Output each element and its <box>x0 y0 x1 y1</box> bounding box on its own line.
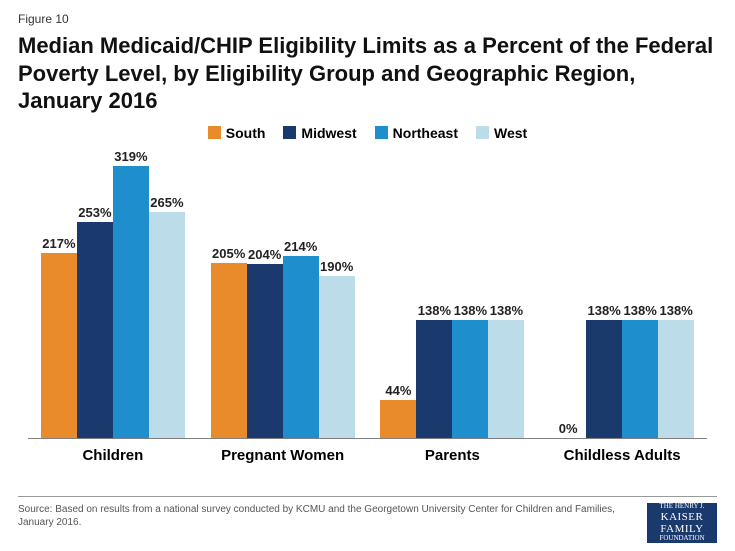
bar-value-label: 253% <box>78 205 111 220</box>
bar-value-label: 138% <box>660 303 693 318</box>
bar-value-label: 190% <box>320 259 353 274</box>
bar-value-label: 217% <box>42 236 75 251</box>
bar-wrap: 214% <box>283 149 319 438</box>
bar-value-label: 205% <box>212 246 245 261</box>
bar <box>247 264 283 437</box>
bar-wrap: 319% <box>113 149 149 438</box>
kff-logo: THE HENRY J. KAISER FAMILY FOUNDATION <box>647 503 717 543</box>
legend: South Midwest Northeast West <box>18 125 717 141</box>
footer: Source: Based on results from a national… <box>18 496 717 543</box>
bar <box>113 166 149 437</box>
legend-label: South <box>226 125 266 141</box>
bar-wrap: 0% <box>550 149 586 438</box>
bar-value-label: 265% <box>150 195 183 210</box>
legend-label: West <box>494 125 527 141</box>
x-axis-label: Childless Adults <box>547 447 697 464</box>
bar-value-label: 44% <box>385 383 411 398</box>
bar-group: 44%138%138%138% <box>380 149 524 438</box>
source-text: Source: Based on results from a national… <box>18 503 637 529</box>
bar-group: 205%204%214%190% <box>211 149 355 438</box>
legend-swatch <box>476 126 489 139</box>
bar-wrap: 217% <box>41 149 77 438</box>
legend-item: Northeast <box>375 125 458 141</box>
bar-wrap: 44% <box>380 149 416 438</box>
bar-wrap: 138% <box>416 149 452 438</box>
chart-plot-area: 217%253%319%265%205%204%214%190%44%138%1… <box>28 149 707 439</box>
legend-label: Northeast <box>393 125 458 141</box>
x-axis-label: Children <box>38 447 188 464</box>
bar-group: 0%138%138%138% <box>550 149 694 438</box>
bar-group: 217% 253% 319% 265% <box>41 149 185 438</box>
logo-line: KAISER <box>649 511 715 523</box>
logo-line: THE HENRY J. <box>649 503 715 511</box>
bar-wrap: 138% <box>586 149 622 438</box>
bar <box>452 320 488 437</box>
legend-swatch <box>283 126 296 139</box>
bar-value-label: 138% <box>490 303 523 318</box>
bar <box>488 320 524 437</box>
bar-wrap: 138% <box>488 149 524 438</box>
logo-line: FOUNDATION <box>649 535 715 543</box>
bar <box>283 256 319 438</box>
bar-wrap: 253% <box>77 149 113 438</box>
bar-value-label: 204% <box>248 247 281 262</box>
x-axis-label: Parents <box>377 447 527 464</box>
bar-wrap: 138% <box>452 149 488 438</box>
bar-value-label: 138% <box>454 303 487 318</box>
legend-swatch <box>375 126 388 139</box>
chart-title: Median Medicaid/CHIP Eligibility Limits … <box>18 32 717 115</box>
bar-wrap: 138% <box>658 149 694 438</box>
bar <box>149 212 185 437</box>
bar <box>41 253 77 437</box>
bar <box>416 320 452 437</box>
bar <box>380 400 416 437</box>
bar-value-label: 0% <box>559 421 578 436</box>
bar-wrap: 190% <box>319 149 355 438</box>
legend-item: Midwest <box>283 125 356 141</box>
bar-value-label: 138% <box>418 303 451 318</box>
x-axis-labels: Children Pregnant Women Parents Childless A… <box>28 447 707 464</box>
bar <box>622 320 658 437</box>
bar <box>319 276 355 438</box>
bar-wrap: 205% <box>211 149 247 438</box>
bar-value-label: 214% <box>284 239 317 254</box>
bar <box>658 320 694 437</box>
bar-value-label: 138% <box>624 303 657 318</box>
bar-wrap: 138% <box>622 149 658 438</box>
legend-item: South <box>208 125 266 141</box>
x-axis-label: Pregnant Women <box>208 447 358 464</box>
legend-item: West <box>476 125 527 141</box>
bar <box>586 320 622 437</box>
legend-swatch <box>208 126 221 139</box>
figure-label: Figure 10 <box>18 12 717 26</box>
bar-value-label: 319% <box>114 149 147 164</box>
bar <box>77 222 113 437</box>
bar-wrap: 265% <box>149 149 185 438</box>
bar-wrap: 204% <box>247 149 283 438</box>
bar-value-label: 138% <box>588 303 621 318</box>
bar <box>211 263 247 437</box>
legend-label: Midwest <box>301 125 356 141</box>
